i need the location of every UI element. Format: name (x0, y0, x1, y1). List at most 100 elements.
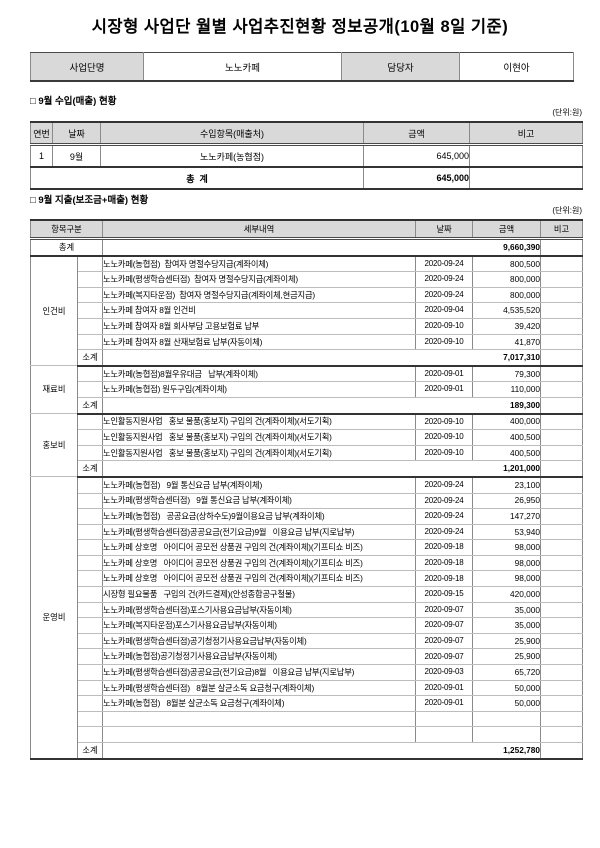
expense-row: 재료비 노노카페(농협점)8월우유대금 납부(계좌이체) 2020-09-01 79,… (30, 365, 584, 415)
grandtotal-amount-cell: 9,660,390 (102, 237, 542, 257)
date-cell: 2020-09-24 (415, 476, 474, 494)
detail-cell: 노노카페(농협점)8월우유대금 납부(계좌이체) (102, 365, 417, 383)
income-remark-cell (469, 144, 583, 168)
remark-cell (540, 554, 584, 572)
info-table: 사업단명 노노카페 담당자 이현아 (30, 52, 574, 82)
remark-cell (540, 632, 584, 650)
expense-row: 노노카페 참여자 8월 회사부담 고용보험료 납부 2020-09-10 39,42… (31, 317, 584, 335)
sub-spacer-cell (76, 508, 104, 525)
detail-cell: 노인활동지원사업 홍보 물품(홍보지) 구입의 건(계좌이체)(서도기획) (102, 444, 417, 462)
amount-cell: 50,000 (472, 695, 542, 712)
income-header-no: 연번 (30, 121, 53, 146)
income-total-row: 총 계 645,000 (30, 166, 583, 190)
subtotal-remark-cell (540, 396, 584, 415)
expense-row: 인건비 노노카페(농협점) 참여자 명절수당지급(계좌이체) 2020-09-24 8… (30, 255, 584, 367)
manager-value-cell: 이현아 (459, 52, 574, 82)
sub-spacer-cell (76, 381, 104, 398)
income-total-remark-cell (469, 166, 583, 190)
amount-cell: 25,900 (472, 648, 542, 666)
expense-row: 노노카페(평생학습센터점) 참여자 명절수당지급(계좌이체) 2020-09-24… (31, 271, 584, 288)
remark-cell (540, 365, 584, 383)
income-date-cell: 9월 (52, 144, 101, 168)
amount-cell: 98,000 (472, 539, 542, 556)
date-cell: 2020-09-01 (415, 695, 474, 712)
sub-spacer-cell (76, 255, 104, 273)
remark-cell (540, 271, 584, 288)
date-cell: 2020-09-10 (415, 317, 474, 335)
expense-row: 노노카페(평생학습센터점)공기청정기사용요금납부(자동이체) 2020-09-07… (31, 632, 584, 650)
remark-cell (540, 286, 584, 304)
amount-cell: 400,000 (472, 413, 542, 431)
detail-cell (102, 710, 417, 728)
expense-empty-row (31, 726, 584, 743)
expense-header-category: 항목구분 (29, 219, 104, 240)
remark-cell (540, 726, 584, 743)
expense-header-amount: 금액 (472, 219, 542, 240)
income-header-row: 연번 날짜 수입항목(매출처) 금액 비고 (30, 121, 583, 146)
subtotal-amount-cell: 7,017,310 (102, 349, 542, 367)
date-cell: 2020-09-24 (415, 255, 474, 273)
subtotal-remark-cell (540, 460, 584, 478)
amount-cell: 400,500 (472, 429, 542, 446)
expense-subtotal-row: 소계 1,252,780 (31, 741, 584, 760)
sub-spacer-cell (76, 476, 104, 494)
remark-cell (540, 429, 584, 446)
remark-cell (540, 664, 584, 681)
detail-cell: 노노카페(평생학습센터점)포스기사용요금납부(자동이체) (102, 601, 417, 619)
amount-cell (472, 726, 542, 743)
sub-spacer-cell (76, 444, 104, 462)
subtotal-label-cell: 소계 (76, 741, 104, 760)
remark-cell (540, 539, 584, 556)
detail-cell: 노노카페(평생학습센터점) 참여자 명절수당지급(계좌이체) (102, 271, 417, 288)
date-cell: 2020-09-01 (415, 365, 474, 383)
expense-row: 노노카페 상호명 아이디어 공모전 상품권 구입의 건(계좌이체)(기프티쇼 비… (31, 554, 584, 572)
sub-spacer-cell (76, 726, 104, 743)
remark-cell (540, 648, 584, 666)
date-cell: 2020-09-24 (415, 271, 474, 288)
sub-spacer-cell (76, 539, 104, 556)
detail-cell: 노인활동지원사업 홍보 물품(홍보지) 구입의 건(계좌이체)(서도기획) (102, 429, 417, 446)
remark-cell (540, 492, 584, 510)
remark-cell (540, 601, 584, 619)
income-item-cell: 노노카페(농협점) (100, 144, 364, 168)
sub-spacer-cell (76, 365, 104, 383)
expense-row: 노노카페(평생학습센터점)공공요금(전기요금)8월 이용요금 납부(지로납부) 2… (31, 664, 584, 681)
sub-spacer-cell (76, 601, 104, 619)
remark-cell (540, 381, 584, 398)
sub-spacer-cell (76, 429, 104, 446)
category-cell: 운영비 (30, 476, 78, 760)
date-cell: 2020-09-01 (415, 679, 474, 697)
date-cell (415, 726, 474, 743)
category-cell: 홍보비 (30, 413, 78, 478)
amount-cell: 420,000 (472, 586, 542, 603)
expense-row: 노노카페(평생학습센터점) 9월 통신요금 납부(계좌이체) 2020-09-24… (31, 492, 584, 510)
expense-row: 노노카페(평생학습센터점)포스기사용요금납부(자동이체) 2020-09-07 35… (31, 601, 584, 619)
income-section-heading: □ 9월 수입(매출) 현황 (30, 96, 117, 107)
sub-spacer-cell (76, 492, 104, 510)
detail-cell: 노노카페(평생학습센터점) 9월 통신요금 납부(계좌이체) (102, 492, 417, 510)
income-row: 1 9월 노노카페(농협점) 645,000 (30, 144, 583, 168)
category-cell: 인건비 (30, 255, 78, 367)
sub-spacer-cell (76, 317, 104, 335)
subtotal-remark-cell (540, 349, 584, 367)
expense-row: 노노카페(복지타운점) 참여자 명절수당지급(계좌이체,현금지급) 2020-09… (31, 286, 584, 304)
sub-spacer-cell (76, 302, 104, 319)
amount-cell: 23,100 (472, 476, 542, 494)
sub-spacer-cell (76, 710, 104, 728)
amount-cell: 65,720 (472, 664, 542, 681)
remark-cell (540, 508, 584, 525)
sub-spacer-cell (76, 679, 104, 697)
date-cell: 2020-09-10 (415, 444, 474, 462)
detail-cell: 노노카페 상호명 아이디어 공모전 상품권 구입의 건(계좌이체)(기프티쇼 비… (102, 554, 417, 572)
category-cell: 재료비 (30, 365, 78, 415)
expense-row: 노노카페(평생학습센터점)공공요금(전기요금)9월 이용요금 납부(지로납부) 2… (31, 523, 584, 541)
income-header-remark: 비고 (469, 121, 583, 146)
expense-table: 항목구분 세부내역 날짜 금액 비고 총계 9,660,390 인건비 노노카페(… (29, 219, 584, 760)
amount-cell: 79,300 (472, 365, 542, 383)
expense-header-row: 항목구분 세부내역 날짜 금액 비고 (29, 219, 584, 240)
detail-cell: 노노카페(농협점) 참여자 명절수당지급(계좌이체) (102, 255, 417, 273)
subtotal-label-cell: 소계 (76, 396, 104, 415)
remark-cell (540, 255, 584, 273)
remark-cell (540, 679, 584, 697)
date-cell: 2020-09-24 (415, 286, 474, 304)
